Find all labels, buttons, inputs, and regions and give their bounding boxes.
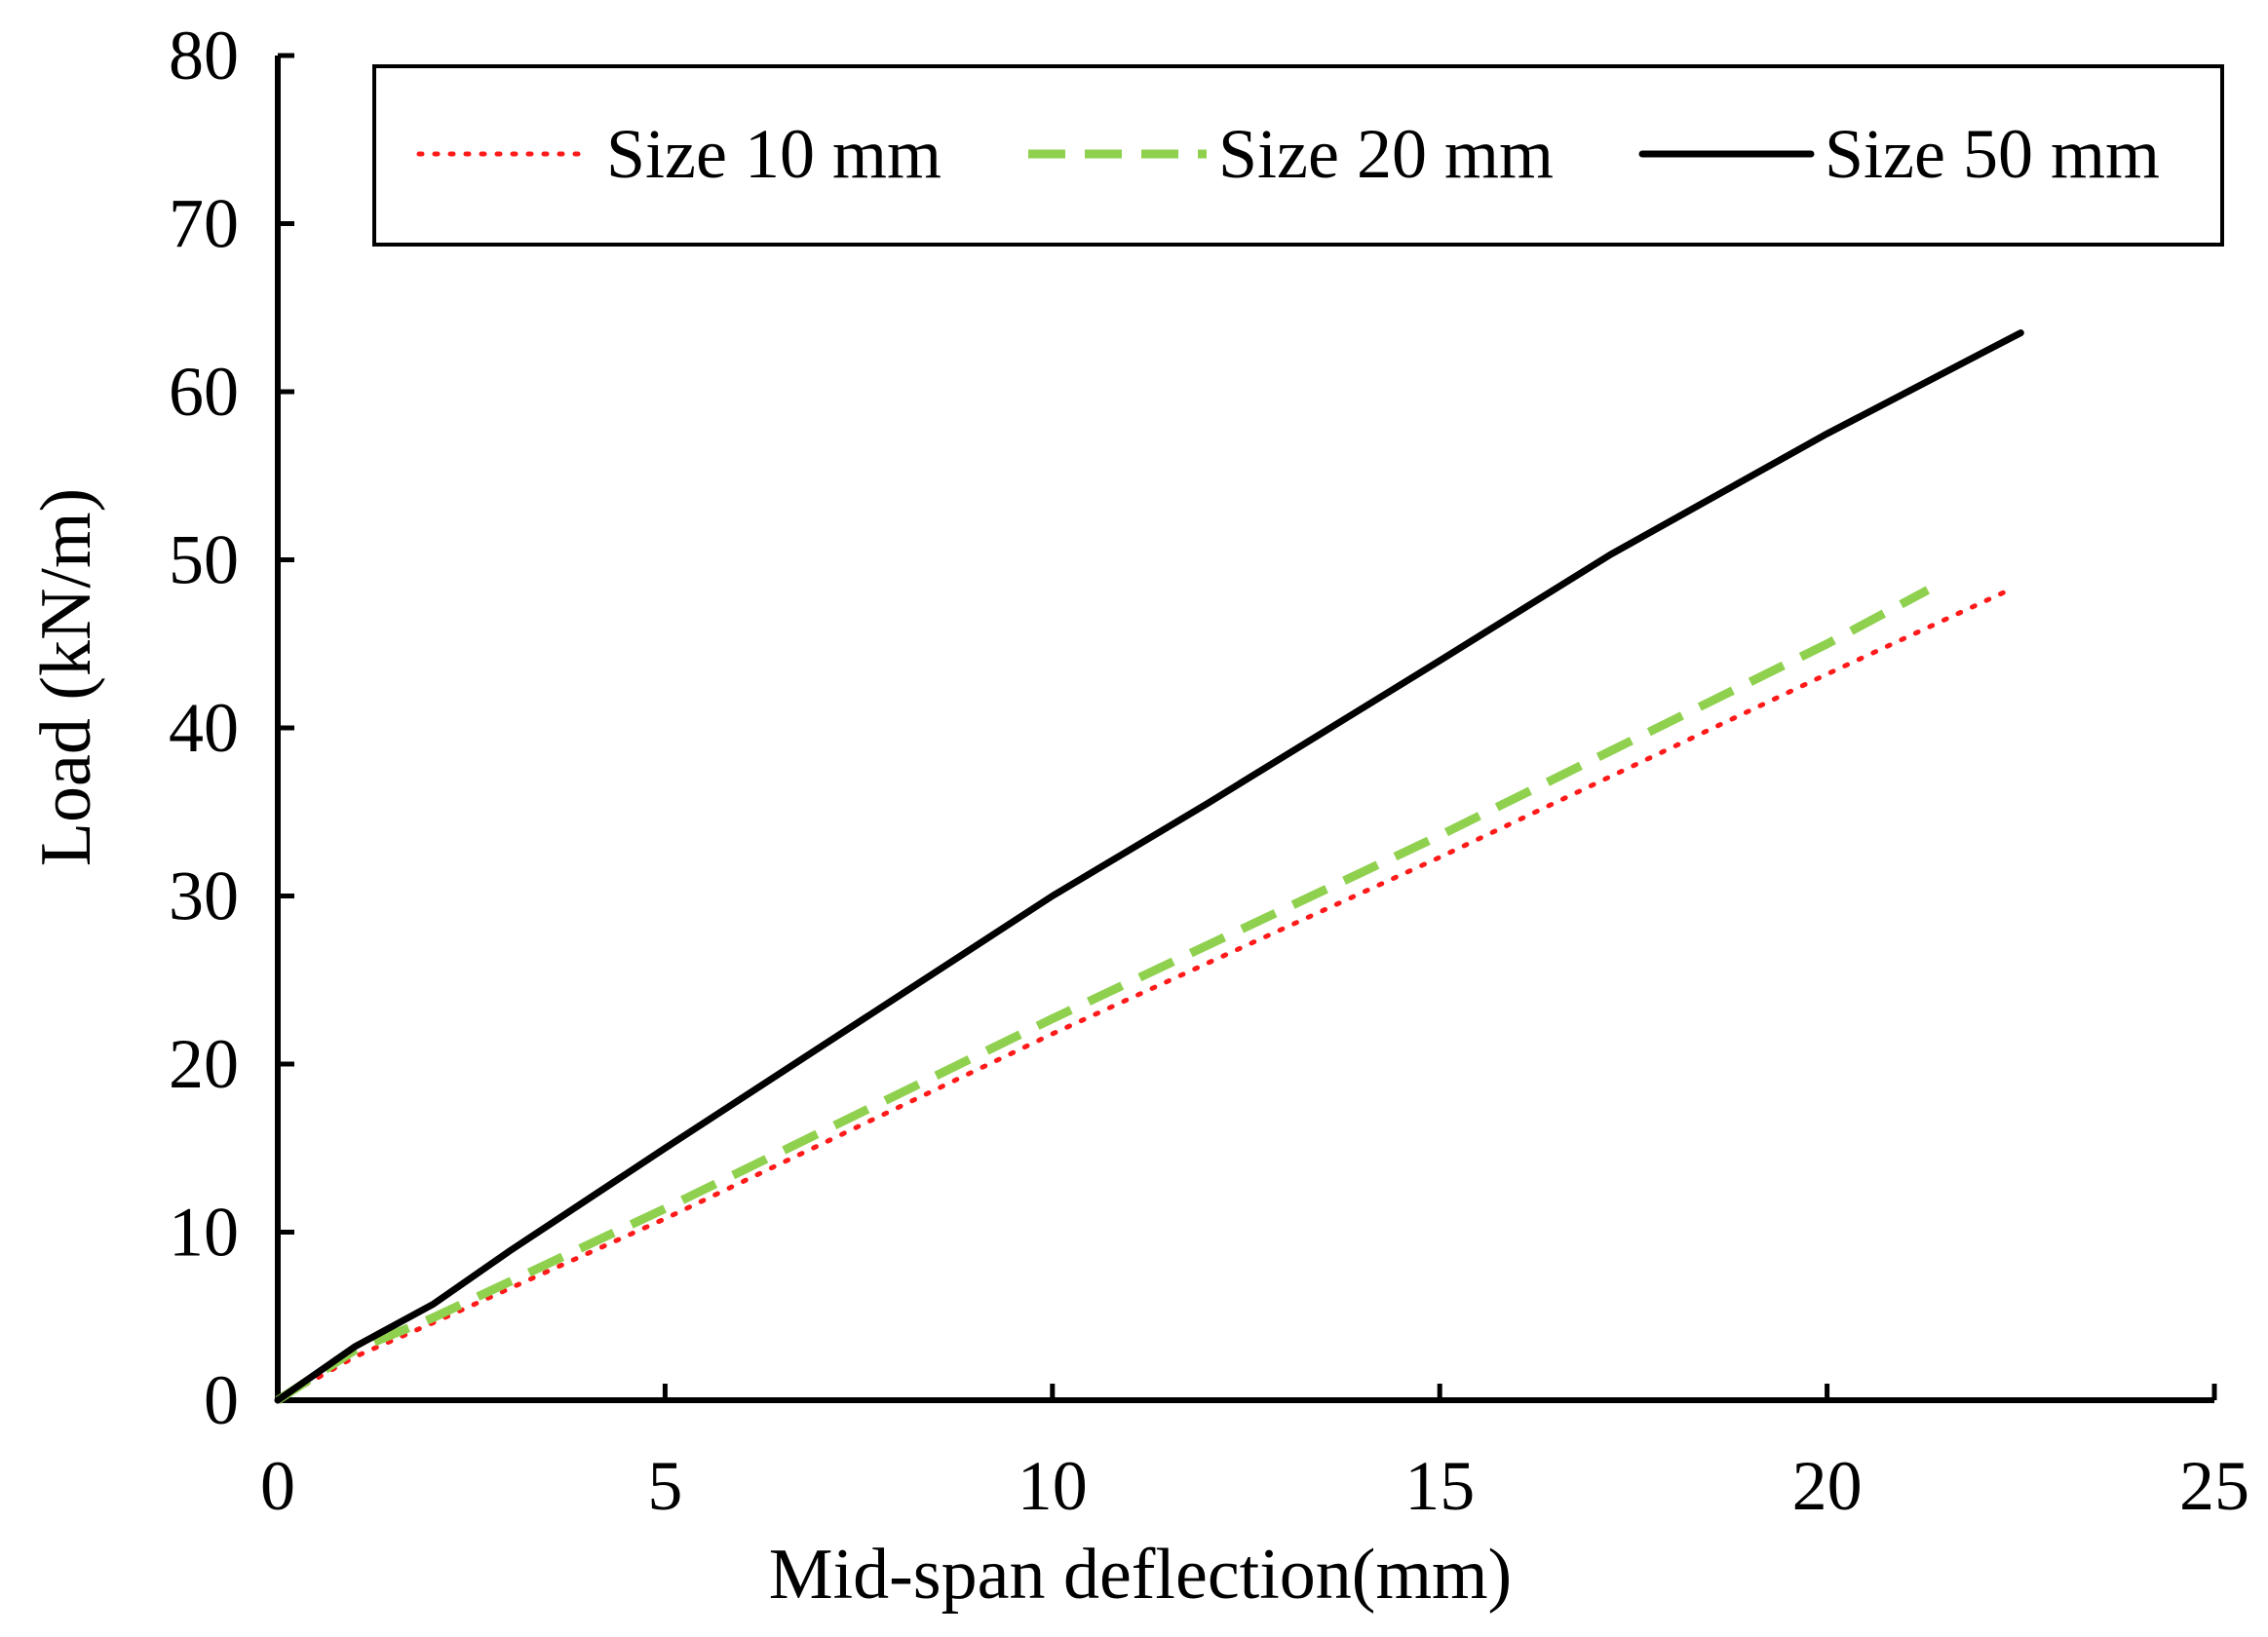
x-tick-label-20: 20 — [1792, 1447, 1863, 1525]
x-tick-label-0: 0 — [260, 1447, 295, 1525]
x-tick-label-5: 5 — [647, 1447, 682, 1525]
series-line-size-10-mm — [275, 589, 2008, 1403]
series-layer — [274, 329, 2024, 1404]
legend: Size 10 mm Size 20 mm Size 50 mm — [372, 64, 2224, 247]
x-tick-label-25: 25 — [2179, 1447, 2249, 1525]
series-line-size-50-mm — [274, 329, 2024, 1404]
y-tick-label-60: 60 — [169, 353, 239, 431]
x-tick-label-10: 10 — [1018, 1447, 1088, 1525]
series-line-size-20-mm — [275, 586, 1931, 1404]
legend-label-size-50-mm: Size 50 mm — [1825, 115, 2160, 193]
x-axis-title: Mid-span deflection(mm) — [769, 1535, 1512, 1615]
legend-box — [372, 64, 2224, 247]
y-tick-label-70: 70 — [169, 185, 239, 263]
legend-label-size-20-mm: Size 20 mm — [1218, 115, 1554, 193]
legend-label-size-10-mm: Size 10 mm — [606, 115, 942, 193]
y-tick-label-10: 10 — [169, 1194, 239, 1272]
y-tick-label-40: 40 — [169, 689, 239, 767]
tick-labels: 0 10 20 30 40 50 60 70 80 0 5 10 15 20 25 — [169, 17, 2249, 1525]
y-axis-title: Load (kN/m) — [26, 488, 106, 866]
y-tick-label-80: 80 — [169, 17, 239, 95]
y-tick-label-0: 0 — [204, 1361, 239, 1439]
x-tick-label-15: 15 — [1404, 1447, 1475, 1525]
ticks — [275, 53, 2217, 1403]
y-tick-label-30: 30 — [169, 857, 239, 935]
y-tick-label-20: 20 — [169, 1025, 239, 1103]
y-tick-label-50: 50 — [169, 521, 239, 599]
axes — [275, 56, 2214, 1403]
